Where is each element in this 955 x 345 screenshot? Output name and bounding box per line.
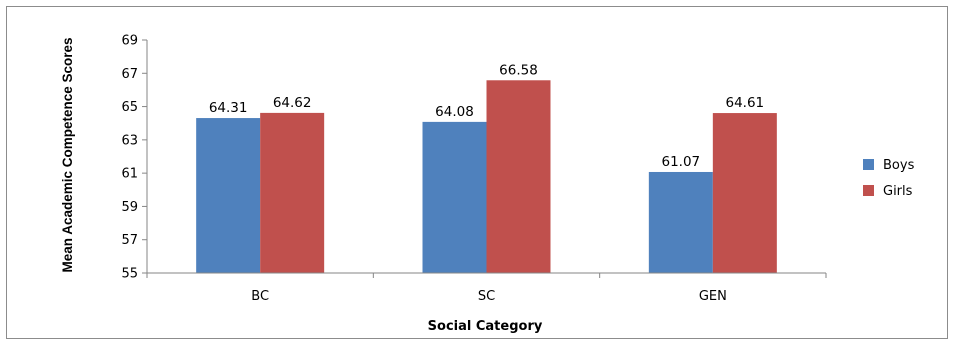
x-axis-title: Social Category — [428, 319, 543, 334]
data-label: 66.58 — [499, 62, 538, 78]
bar-boys-sc — [422, 121, 487, 273]
y-tick-label: 61 — [121, 167, 138, 182]
bar-girls-sc — [486, 80, 551, 273]
data-labels: 64.31 64.08 61.07 64.62 66.58 64.61 — [209, 62, 764, 170]
x-tick-label: BC — [251, 289, 269, 304]
y-tick-label: 67 — [121, 67, 138, 82]
x-axis-categories: BC SC GEN — [146, 273, 827, 304]
x-tick-label: SC — [478, 289, 495, 304]
data-label: 61.07 — [662, 154, 701, 170]
bar-boys-bc — [196, 118, 261, 274]
data-label: 64.61 — [726, 95, 765, 111]
legend-swatch-boys — [863, 159, 874, 170]
y-tick-label: 65 — [121, 100, 138, 115]
bar-boys-gen — [648, 171, 713, 273]
legend-swatch-girls — [863, 185, 874, 196]
y-tick-label: 59 — [121, 200, 138, 215]
y-axis-title: Mean Academic Competence Scores — [60, 37, 75, 272]
legend-label-boys: Boys — [883, 158, 915, 173]
legend-label-girls: Girls — [883, 184, 913, 199]
legend: Boys Girls — [863, 158, 915, 199]
x-tick-label: GEN — [699, 289, 727, 304]
y-tick-label: 69 — [121, 34, 138, 49]
data-label: 64.08 — [435, 104, 474, 120]
y-axis-ticks: 55 57 59 61 63 65 67 69 — [121, 34, 147, 282]
data-label: 64.31 — [209, 100, 248, 116]
y-tick-label: 57 — [121, 233, 138, 248]
y-tick-label: 63 — [121, 133, 138, 148]
y-tick-label: 55 — [121, 267, 138, 282]
data-label: 64.62 — [273, 95, 312, 111]
bar-girls-gen — [712, 113, 777, 274]
bars — [196, 80, 777, 274]
bar-girls-bc — [260, 112, 325, 273]
